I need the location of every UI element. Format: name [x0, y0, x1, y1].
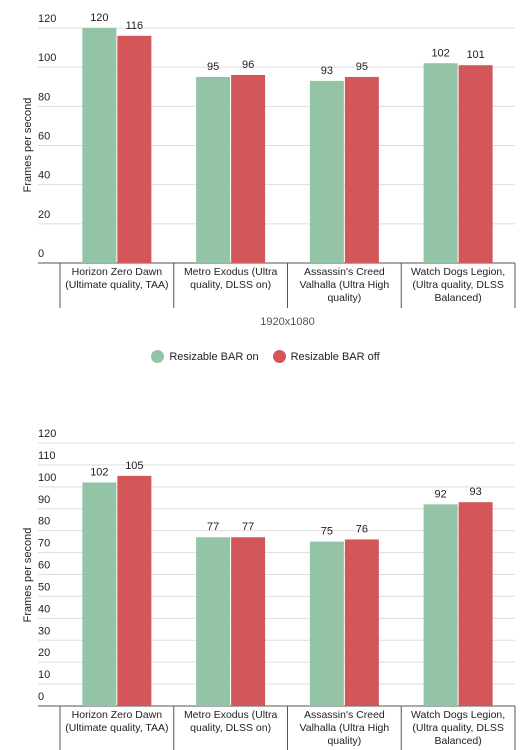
- y-tick-label: 70: [38, 538, 50, 550]
- value-label: 75: [321, 526, 333, 538]
- value-label: 120: [90, 12, 108, 24]
- y-tick-label: 80: [38, 91, 50, 103]
- legend-swatch: [272, 350, 286, 363]
- y-tick-label: 20: [38, 647, 50, 659]
- y-tick-label: 40: [38, 170, 50, 182]
- bar: [82, 28, 117, 263]
- value-label: 116: [126, 20, 144, 32]
- bar: [82, 482, 117, 706]
- y-tick-label: 60: [38, 131, 50, 143]
- bar: [231, 537, 266, 706]
- y-tick-label: 110: [38, 450, 56, 462]
- bar: [344, 539, 379, 706]
- bar: [458, 502, 493, 706]
- bar: [423, 63, 458, 263]
- value-label: 101: [466, 49, 484, 61]
- y-tick-label: 90: [38, 494, 50, 506]
- bar: [309, 80, 344, 263]
- legend-label: Resizable BAR off: [290, 350, 380, 363]
- legend-label: Resizable BAR on: [169, 350, 259, 363]
- value-label: 93: [321, 65, 333, 77]
- value-label: 76: [356, 523, 368, 535]
- bar: [423, 504, 458, 706]
- bar: [196, 537, 231, 706]
- value-label: 95: [207, 61, 219, 73]
- x-tick-label: Metro Exodus (Ultra quality, DLSS on): [183, 709, 278, 734]
- x-tick-label: Horizon Zero Dawn (Ultimate quality, TAA…: [65, 266, 169, 291]
- legend-swatch: [151, 350, 165, 363]
- y-tick-label: 0: [38, 248, 44, 260]
- y-tick-label: 0: [38, 691, 44, 703]
- y-tick-label: 80: [38, 516, 50, 528]
- x-tick-label: Metro Exodus (Ultra quality, DLSS on): [183, 266, 278, 291]
- y-tick-label: 120: [38, 428, 56, 440]
- legend: Resizable BAR on Resizable BAR off: [0, 350, 531, 363]
- value-label: 93: [470, 486, 482, 498]
- x-tick-label: Assassin's Creed Valhalla (Ultra High qu…: [299, 709, 390, 747]
- bar: [309, 541, 344, 706]
- x-tick-label: Watch Dogs Legion, (Ultra quality, DLSS …: [411, 709, 506, 747]
- value-label: 105: [125, 460, 143, 472]
- bar: [117, 475, 152, 706]
- y-tick-label: 100: [38, 472, 56, 484]
- y-tick-label: 20: [38, 209, 50, 221]
- value-label: 102: [90, 466, 108, 478]
- value-label: 92: [435, 488, 447, 500]
- legend-item: Resizable BAR off: [272, 350, 380, 363]
- value-label: 96: [242, 59, 254, 71]
- y-axis-title: Frames per second: [22, 98, 34, 193]
- x-axis-title: 1920x1080: [260, 316, 315, 328]
- x-tick-label: Watch Dogs Legion, (Ultra quality, DLSS …: [411, 266, 506, 304]
- x-tick-label: Horizon Zero Dawn (Ultimate quality, TAA…: [65, 709, 169, 734]
- bar: [196, 76, 231, 263]
- value-label: 77: [242, 521, 254, 533]
- y-tick-label: 30: [38, 625, 50, 637]
- value-label: 77: [207, 521, 219, 533]
- legend-item: Resizable BAR on: [151, 350, 259, 363]
- y-tick-label: 40: [38, 603, 50, 615]
- bar: [117, 35, 152, 264]
- y-axis-title: Frames per second: [22, 528, 34, 623]
- y-tick-label: 120: [38, 13, 56, 25]
- y-tick-label: 60: [38, 560, 50, 572]
- y-tick-label: 100: [38, 52, 56, 64]
- value-label: 95: [356, 61, 368, 73]
- bar: [231, 75, 266, 263]
- value-label: 102: [431, 47, 449, 59]
- y-tick-label: 50: [38, 581, 50, 593]
- bar: [458, 65, 493, 263]
- bar: [344, 76, 379, 263]
- y-tick-label: 10: [38, 669, 50, 681]
- x-tick-label: Assassin's Creed Valhalla (Ultra High qu…: [299, 266, 390, 304]
